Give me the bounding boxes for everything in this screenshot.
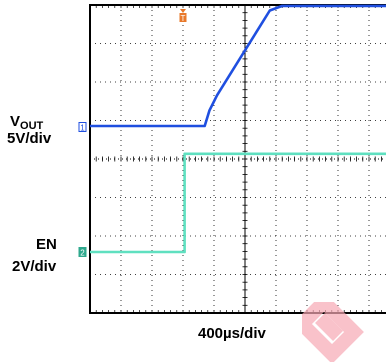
trace-channel-2 (90, 152, 386, 254)
channel-2-scale: 2V/div (12, 258, 57, 275)
time-scale-label: 400µs/div (198, 325, 266, 342)
channel-2-name: EN (36, 236, 57, 253)
channel-1-scale: 5V/div (7, 130, 52, 147)
trigger-arrow-icon (180, 9, 186, 13)
channel-1-ground-marker (78, 122, 87, 132)
channel-1-marker-label: 1 (80, 124, 85, 133)
trigger-marker-box (179, 13, 187, 22)
watermark-shape (302, 302, 364, 362)
watermark-arrow-icon (302, 302, 364, 362)
channel-2-ground-marker (78, 247, 87, 257)
trace-channel-1 (90, 4, 386, 128)
oscilloscope-plot: 1 2 T (78, 4, 386, 314)
channel-1-name: VOUT (10, 113, 44, 132)
channel-2-marker-label: 2 (80, 249, 85, 258)
trigger-marker-label: T (181, 14, 186, 23)
